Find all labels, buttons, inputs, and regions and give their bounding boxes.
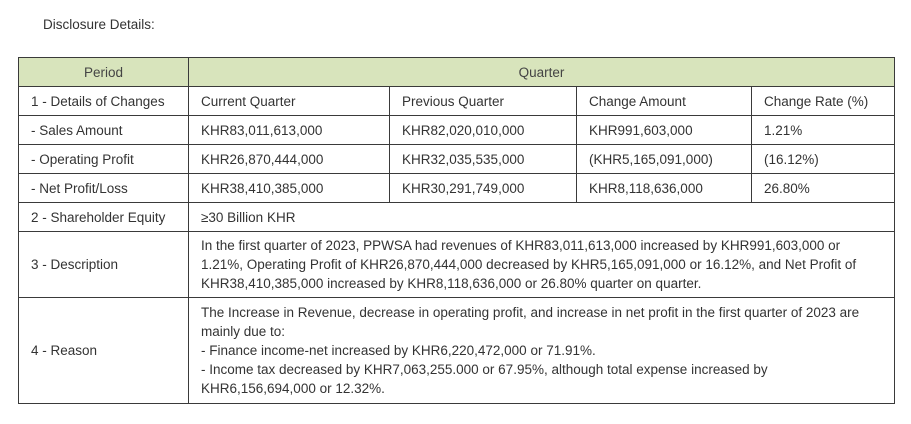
change-rate-cell: 1.21% xyxy=(750,115,896,145)
equity-label: 2 - Shareholder Equity xyxy=(18,202,189,232)
row-label: - Operating Profit xyxy=(18,144,189,174)
column-header: Current Quarter xyxy=(188,86,390,116)
change-rate-cell: (16.12%) xyxy=(750,144,896,174)
table-row: - Operating Profit KHR26,870,444,000 KHR… xyxy=(18,144,896,174)
details-label: 1 - Details of Changes xyxy=(18,86,189,116)
description-label: 3 - Description xyxy=(18,231,189,298)
change-rate-cell: 26.80% xyxy=(750,173,896,203)
change-amount-cell: KHR991,603,000 xyxy=(576,115,752,145)
current-quarter-cell: KHR83,011,613,000 xyxy=(188,115,390,145)
previous-quarter-cell: KHR32,035,535,000 xyxy=(389,144,577,174)
period-header: Period xyxy=(18,57,189,87)
quarter-header: Quarter xyxy=(187,57,896,87)
current-quarter-cell: KHR38,410,385,000 xyxy=(188,173,390,203)
description-text: In the first quarter of 2023, PPWSA had … xyxy=(187,231,896,298)
disclosure-table: Period Quarter 1 - Details of Changes Cu… xyxy=(18,57,896,404)
change-amount-cell: (KHR5,165,091,000) xyxy=(576,144,752,174)
reason-line: - Income tax decreased by KHR7,063,255.0… xyxy=(201,362,768,396)
description-row: 3 - Description In the first quarter of … xyxy=(18,231,896,298)
header-row: Period Quarter xyxy=(18,57,896,87)
previous-quarter-cell: KHR30,291,749,000 xyxy=(389,173,577,203)
reason-text: The Increase in Revenue, decrease in ope… xyxy=(187,297,896,404)
details-row: 1 - Details of Changes Current Quarter P… xyxy=(18,86,896,116)
reason-line: - Finance income-net increased by KHR6,2… xyxy=(201,343,596,358)
column-header: Previous Quarter xyxy=(389,86,577,116)
reason-line: The Increase in Revenue, decrease in ope… xyxy=(201,305,860,339)
reason-row: 4 - Reason The Increase in Revenue, decr… xyxy=(18,297,896,404)
table-row: - Sales Amount KHR83,011,613,000 KHR82,0… xyxy=(18,115,896,145)
row-label: - Sales Amount xyxy=(18,115,189,145)
section-title: Disclosure Details: xyxy=(43,17,155,32)
current-quarter-cell: KHR26,870,444,000 xyxy=(188,144,390,174)
column-header: Change Amount xyxy=(576,86,752,116)
previous-quarter-cell: KHR82,020,010,000 xyxy=(389,115,577,145)
row-label: - Net Profit/Loss xyxy=(18,173,189,203)
change-amount-cell: KHR8,118,636,000 xyxy=(576,173,752,203)
equity-value: ≥30 Billion KHR xyxy=(187,202,896,232)
table-row: - Net Profit/Loss KHR38,410,385,000 KHR3… xyxy=(18,173,896,203)
equity-row: 2 - Shareholder Equity ≥30 Billion KHR xyxy=(18,202,896,232)
reason-label: 4 - Reason xyxy=(18,297,189,404)
column-header: Change Rate (%) xyxy=(750,86,896,116)
